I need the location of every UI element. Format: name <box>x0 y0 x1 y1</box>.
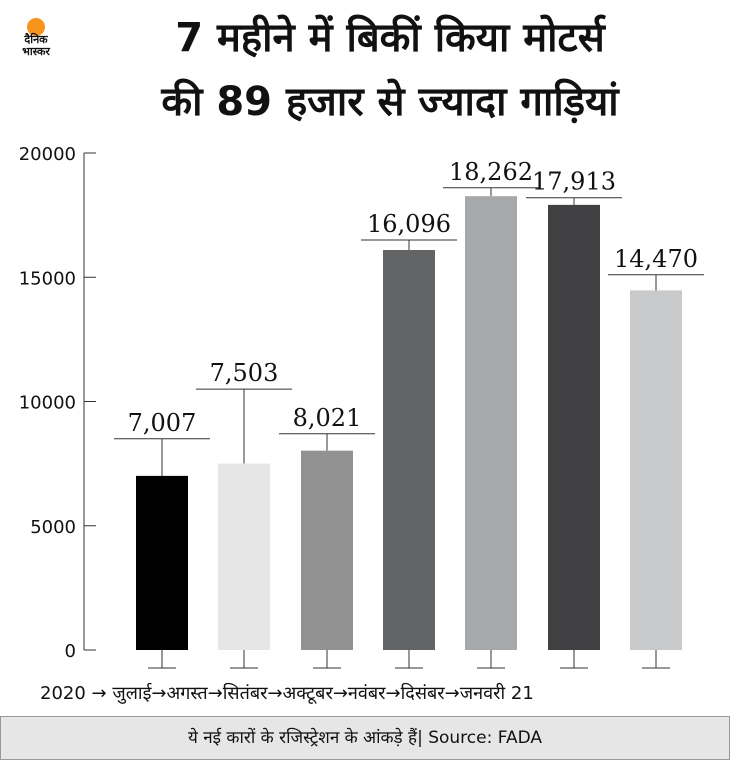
bar <box>630 290 682 650</box>
logo-text: दैनिक भास्कर <box>14 34 58 58</box>
x-tick-label: दिसंबर→ <box>401 682 460 704</box>
x-tick-label: सितंबर→ <box>223 682 283 704</box>
x-axis-labels: 2020 → जुलाई→अगस्त→सितंबर→अक्टूबर→नवंबर→… <box>40 682 534 704</box>
data-label: 18,262 <box>449 158 533 186</box>
x-tick-label: अक्टूबर→ <box>283 683 348 704</box>
y-tick-label: 0 <box>65 641 76 662</box>
bar <box>465 196 517 650</box>
logo-line-2: भास्कर <box>22 45 50 58</box>
title-line-2: की 89 हजार से ज्यादा गाड़ियां <box>161 79 619 125</box>
title-line-1: 7 महीने में बिकीं किया मोटर्स <box>175 15 605 61</box>
chart-title: 7 महीने में बिकीं किया मोटर्स की 89 हजार… <box>60 6 720 134</box>
bar <box>218 463 270 650</box>
data-label: 8,021 <box>293 404 362 432</box>
bar <box>383 250 435 650</box>
dainik-bhaskar-logo: दैनिक भास्कर <box>14 18 58 64</box>
data-label: 14,470 <box>614 245 698 273</box>
x-tick-label: जुलाई→ <box>112 682 166 704</box>
y-tick-label: 10000 <box>19 393 76 414</box>
footer-source: ये नई कारों के रजिस्ट्रेशन के आंकड़े हैं… <box>0 716 730 760</box>
x-axis-prefix: 2020 → <box>40 683 112 704</box>
bar-chart: 0 5000 10000 15000 20000 7,007 7,503 8,021 16,09… <box>19 144 704 704</box>
data-label: 7,007 <box>128 409 197 437</box>
bar <box>136 475 188 650</box>
x-tick-label: जनवरी 21 <box>460 682 534 704</box>
y-tick-label: 20000 <box>19 144 76 165</box>
x-tick-label: अगस्त→ <box>167 683 223 704</box>
data-label: 7,503 <box>210 359 279 387</box>
sun-icon <box>27 18 45 36</box>
bar <box>301 450 353 650</box>
bar <box>548 204 600 651</box>
logo-line-1: दैनिक <box>24 33 48 46</box>
y-tick-label: 15000 <box>19 268 76 289</box>
y-tick-label: 5000 <box>30 517 76 538</box>
data-label: 16,096 <box>367 210 451 238</box>
data-label: 17,913 <box>532 168 616 196</box>
x-tick-label: नवंबर→ <box>348 683 401 704</box>
